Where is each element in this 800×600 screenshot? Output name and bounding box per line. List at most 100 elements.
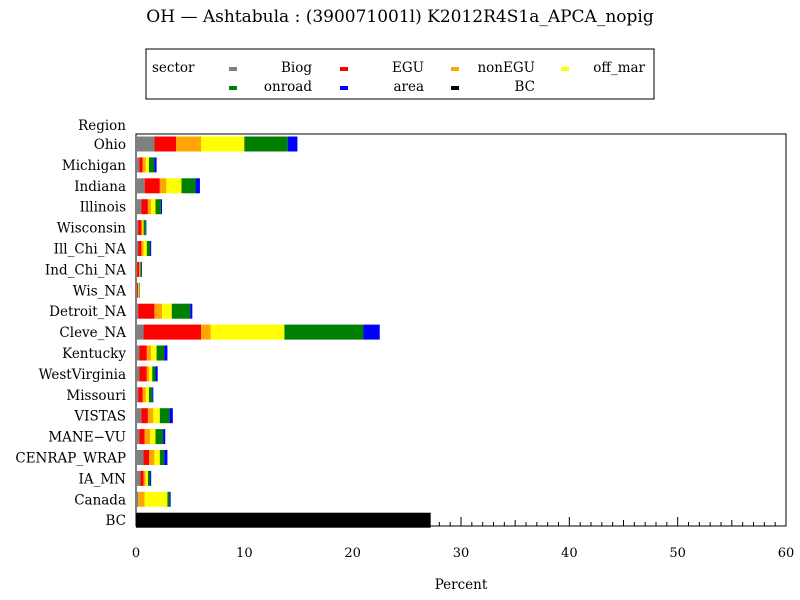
chart-title: OH — Ashtabula : (390071001l) K2012R4S1a… [146, 7, 654, 27]
bar-vistas-off-mar [153, 408, 160, 424]
bar-wisconsin-area [145, 220, 147, 236]
category-label-missouri: Missouri [66, 388, 126, 404]
legend-swatch-biog [229, 67, 237, 71]
bar-michigan-off-mar [145, 157, 149, 173]
bar-illinois-onroad [155, 199, 161, 215]
legend-label-onroad: onroad [264, 79, 312, 95]
category-label-canada: Canada [74, 492, 126, 508]
bar-indiana-off-mar [166, 178, 182, 194]
bar-mane-vu-biog [136, 429, 140, 445]
bar-ind-chi-na-onroad [140, 261, 142, 277]
bar-cleve-na-egu [143, 324, 201, 340]
legend-swatch-onroad [229, 86, 237, 90]
bar-ill-chi-na-egu [138, 241, 142, 256]
category-label-ill-chi-na: Ill_Chi_NA [54, 242, 127, 258]
bar-cleve-na-biog [136, 324, 144, 340]
bar-canada-onroad [167, 491, 170, 507]
bar-westvirginia-off-mar [149, 366, 153, 382]
bar-missouri-onroad [149, 387, 153, 403]
bar-michigan-egu [139, 157, 143, 173]
bar-wis-na-egu [137, 282, 139, 298]
bar-mane-vu-egu [139, 429, 145, 445]
bar-ill-chi-na-area [150, 241, 152, 256]
legend-label-bc: BC [514, 79, 535, 95]
category-label-wisconsin: Wisconsin [57, 221, 127, 237]
category-label-detroit-na: Detroit_NA [49, 304, 126, 320]
bar-indiana-egu [144, 178, 160, 194]
bar-indiana-biog [136, 178, 145, 194]
bar-ohio-area [287, 136, 298, 152]
legend-title: sector [152, 60, 195, 76]
bar-cenrap-wrap-onroad [159, 450, 165, 465]
bar-missouri-area [152, 387, 154, 403]
bar-westvirginia-nonegu [146, 366, 149, 382]
bar-wisconsin-nonegu [141, 220, 143, 236]
bar-vistas-area [169, 408, 173, 424]
bar-missouri-nonegu [142, 387, 146, 403]
category-label-ind-chi-na: Ind_Chi_NA [45, 262, 126, 278]
bar-missouri-biog [136, 387, 139, 403]
bar-detroit-na-area [190, 303, 193, 319]
x-tick-label: 60 [778, 546, 795, 561]
bar-missouri-off-mar [145, 387, 149, 403]
y-axis-label: Region [78, 118, 126, 134]
category-label-westvirginia: WestVirginia [39, 367, 126, 383]
category-label-vistas: VISTAS [73, 409, 126, 425]
bar-ohio-egu [154, 136, 177, 152]
legend-swatch-off-mar [561, 67, 569, 71]
bar-ohio-onroad [244, 136, 288, 152]
bar-mane-vu-area [163, 429, 166, 445]
legend-label-off-mar: off_mar [593, 60, 645, 76]
bar-michigan-biog [136, 157, 140, 173]
legend-label-area: area [393, 79, 424, 95]
bar-westvirginia-egu [139, 366, 147, 382]
category-label-cleve-na: Cleve_NA [59, 325, 126, 341]
legend-label-egu: EGU [392, 60, 424, 76]
bar-michigan-nonegu [142, 157, 146, 173]
category-labels: Ohio Michigan Indiana Illinois Wisconsin Ill_… [15, 137, 126, 529]
bar-cenrap-wrap-off-mar [154, 450, 160, 465]
bar-detroit-na-onroad [171, 303, 191, 319]
bar-detroit-na-biog [136, 303, 139, 319]
bar-illinois-biog [136, 199, 142, 215]
bar-michigan-onroad [149, 157, 155, 173]
bar-cleve-na-off-mar [210, 324, 285, 340]
bar-ia-mn-nonegu [143, 470, 146, 486]
bar-cenrap-wrap-nonegu [149, 450, 155, 465]
x-tick-label: 20 [344, 546, 361, 561]
bar-westvirginia-onroad [152, 366, 156, 382]
legend-label-biog: Biog [281, 60, 312, 76]
bar-cleve-na-nonegu [201, 324, 211, 340]
bar-canada-biog [136, 491, 139, 507]
bar-cleve-na-area [363, 324, 380, 340]
bar-westvirginia-biog [136, 366, 140, 382]
bar-indiana-nonegu [159, 178, 167, 194]
bar-canada-off-mar [144, 491, 168, 507]
category-label-ia-mn: IA_MN [79, 471, 127, 487]
category-label-mane-vu: MANE−VU [48, 430, 126, 446]
bar-mane-vu-off-mar [150, 429, 156, 445]
bar-ohio-off-mar [201, 136, 245, 152]
bar-indiana-onroad [181, 178, 196, 194]
bar-wisconsin-off-mar [142, 220, 144, 236]
bars [136, 136, 431, 528]
bar-vistas-biog [136, 408, 142, 424]
legend-swatch-area [340, 86, 348, 90]
category-label-michigan: Michigan [62, 158, 126, 174]
bar-wisconsin-biog [136, 220, 139, 236]
bar-detroit-na-egu [138, 303, 155, 319]
bar-wis-na-biog [136, 282, 138, 298]
bar-vistas-onroad [159, 408, 170, 424]
bar-cleve-na-onroad [284, 324, 364, 340]
legend-label-nonegu: nonEGU [477, 60, 535, 76]
bar-illinois-nonegu [147, 199, 152, 215]
bar-cenrap-wrap-egu [143, 450, 149, 465]
bar-missouri-egu [138, 387, 143, 403]
bar-ia-mn-onroad [147, 470, 151, 486]
bar-wisconsin-onroad [143, 220, 146, 236]
bar-mane-vu-nonegu [144, 429, 151, 445]
bar-kentucky-nonegu [146, 345, 152, 361]
bar-ia-mn-off-mar [145, 470, 148, 486]
